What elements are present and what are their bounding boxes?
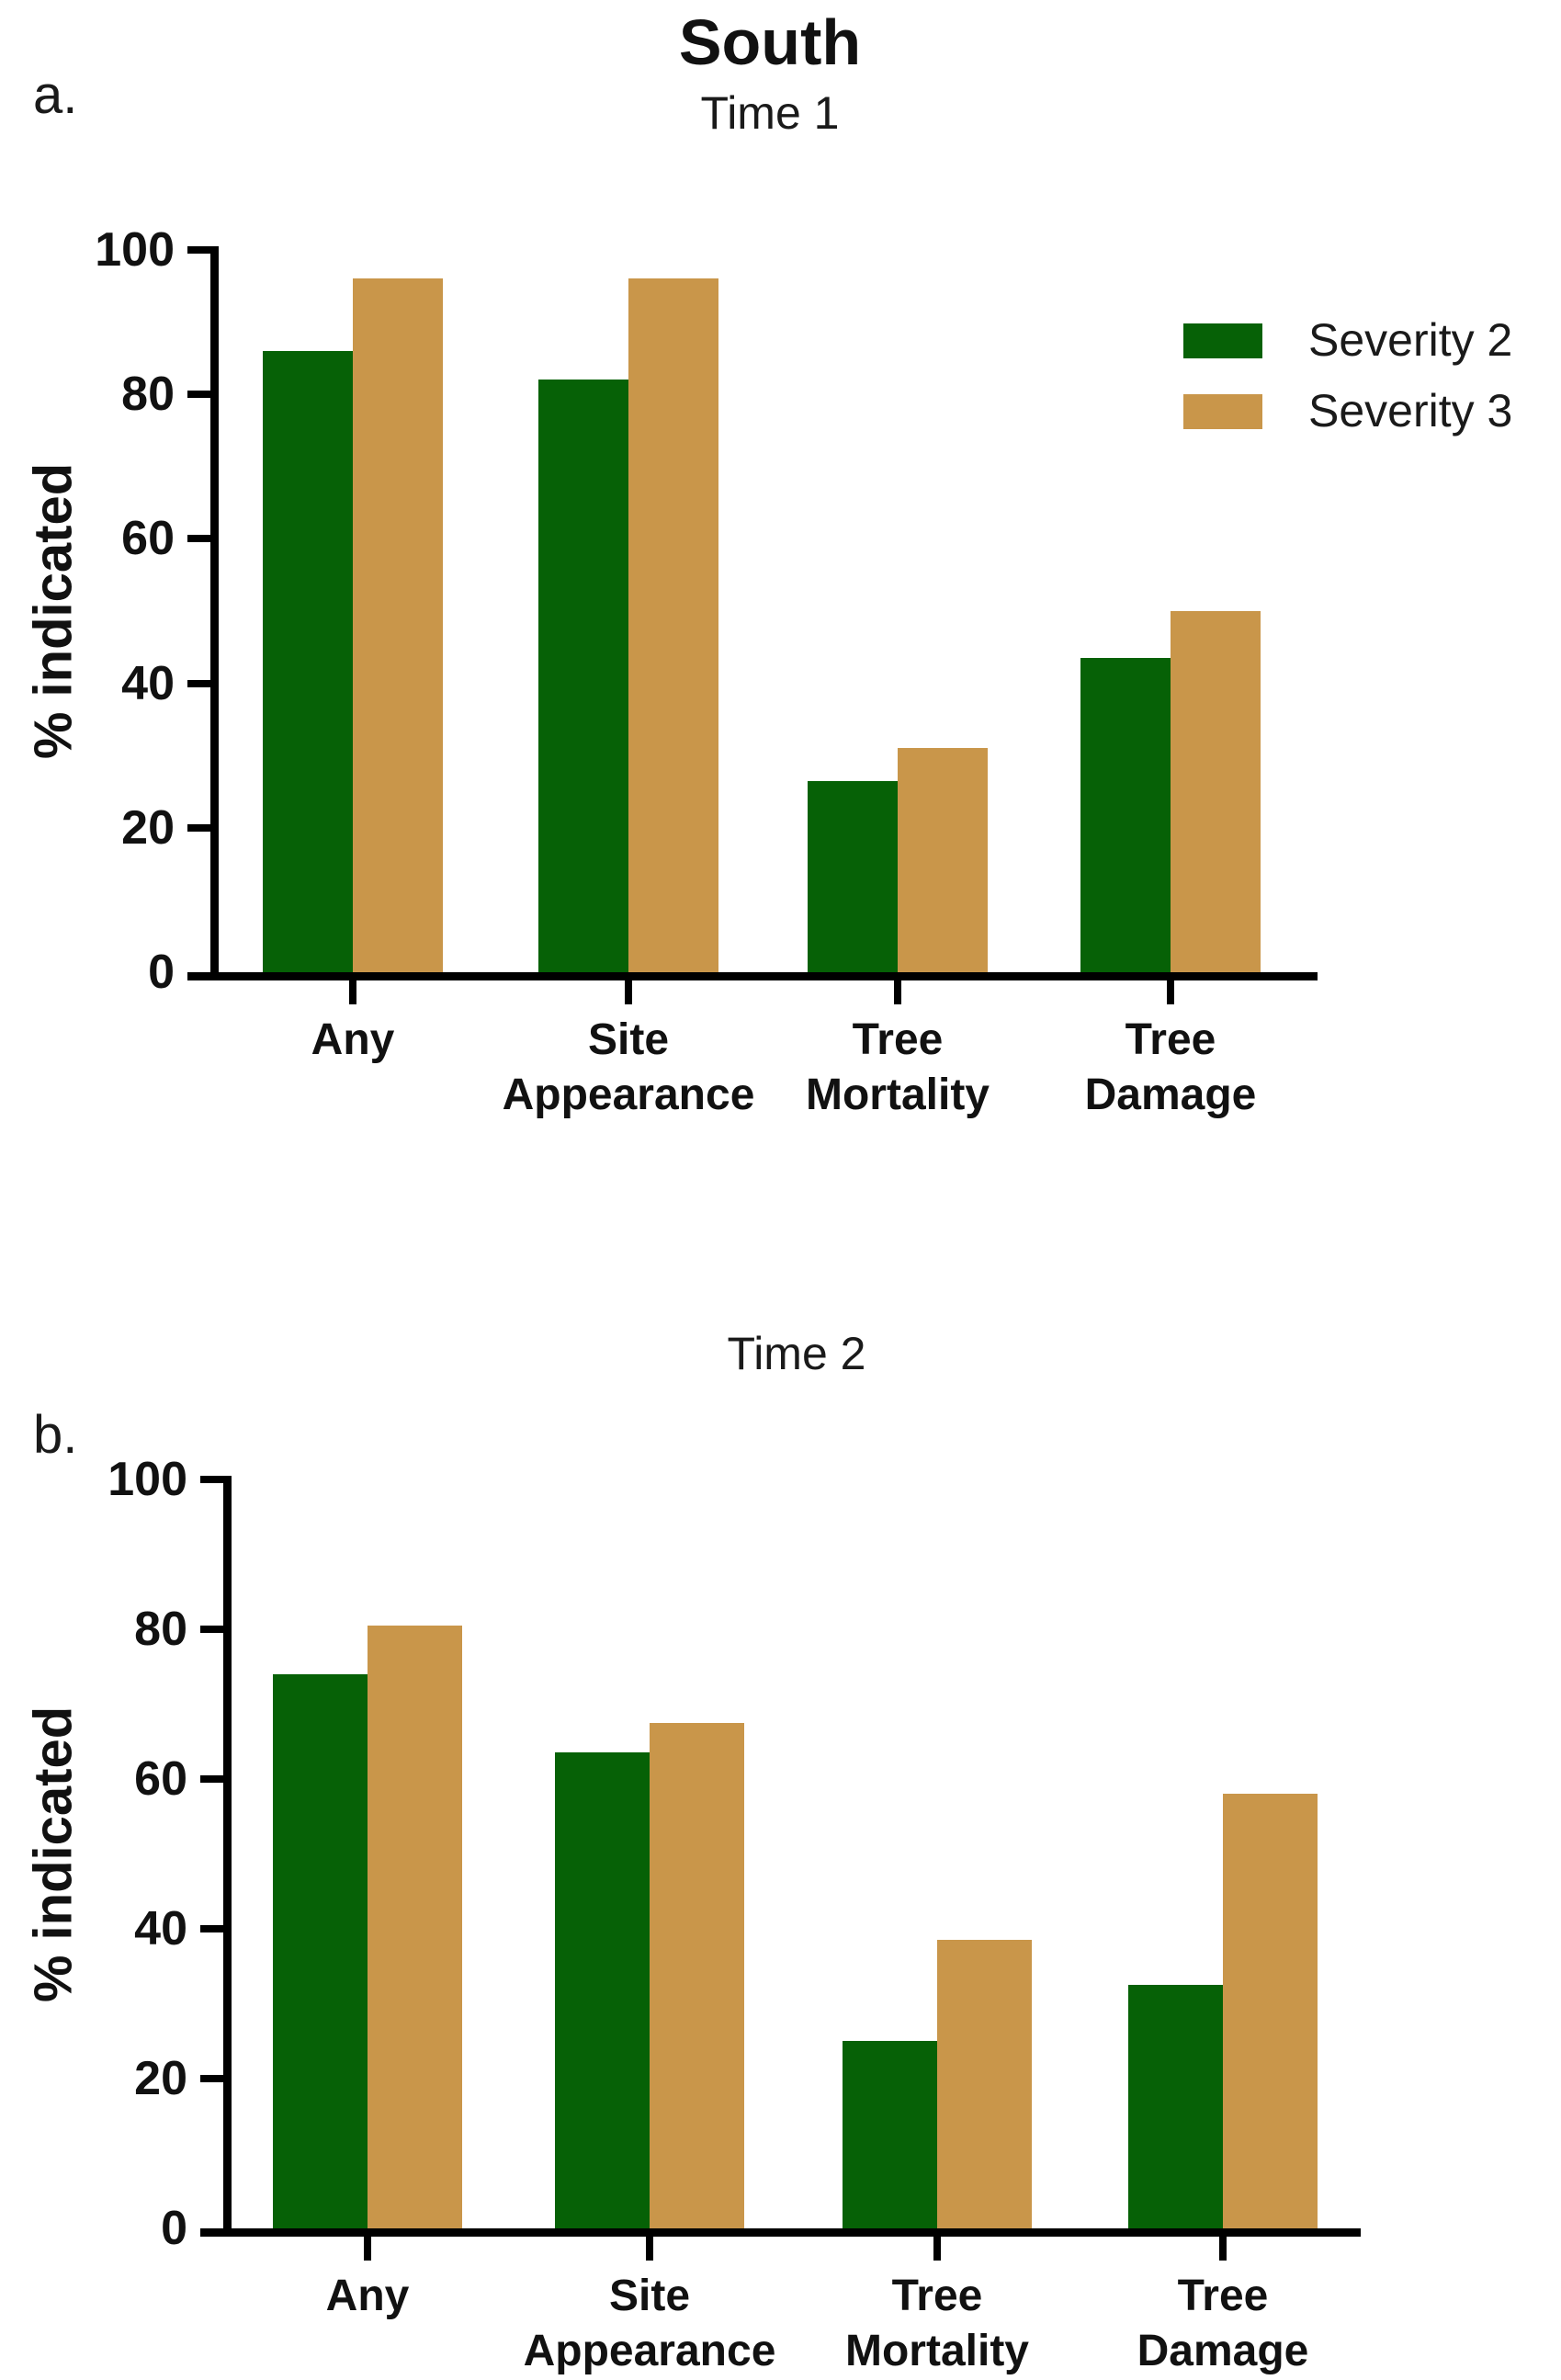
bar-severity-3-tree-damage [1223,1794,1318,2228]
y-tick [187,535,210,543]
chart-b-subtitle: Time 2 [727,1328,866,1379]
y-tick [187,679,210,687]
y-tick-label: 0 [161,2202,187,2255]
bar-severity-2-site-appearance [555,1752,650,2228]
y-tick [187,823,210,832]
bar-severity-2-tree-mortality [843,2041,937,2228]
panel-a-label: a. [33,65,78,125]
legend-swatch-severity-2 [1183,323,1262,358]
x-tick [933,2237,941,2261]
category-label: Tree Damage [1137,2272,1309,2375]
category-label: Any [325,2272,410,2320]
category-label: Tree Mortality [844,2272,1029,2375]
x-tick [894,980,901,1004]
bar-severity-3-site-appearance [650,1722,744,2228]
category-label: Tree Damage [1084,1015,1257,1119]
y-tick-label: 40 [134,1902,187,1955]
bar-severity-3-tree-mortality [937,1940,1032,2228]
y-tick-label: 60 [134,1752,187,1806]
legend-label: Severity 2 [1308,314,1513,366]
legend-label: Severity 3 [1308,385,1513,436]
y-tick [187,391,210,399]
bar-severity-2-tree-damage [1128,1985,1223,2228]
y-tick [200,2075,223,2082]
y-tick-label: 0 [148,946,175,999]
bar-severity-3-any [353,278,443,972]
y-tick-label: 80 [121,368,175,422]
y-tick-label: 100 [95,223,175,277]
y-tick-label: 20 [134,2052,187,2105]
bar-severity-3-site-appearance [628,278,718,972]
legend-swatch-severity-3 [1183,394,1262,429]
y-tick [187,246,210,254]
y-tick [200,1925,223,1932]
x-tick [364,2237,371,2261]
bar-severity-3-any [368,1625,462,2228]
y-tick-label: 40 [121,656,175,710]
category-label: Site Appearance [502,1015,755,1119]
x-tick [625,980,632,1004]
bar-severity-2-any [273,1673,368,2228]
x-tick [1167,980,1174,1004]
x-axis-line [200,2228,1361,2237]
category-label: Site Appearance [523,2272,776,2375]
y-tick-label: 100 [107,1453,187,1506]
bar-severity-2-any [263,351,353,972]
bar-severity-2-site-appearance [538,380,628,972]
chart-a-subtitle: Time 1 [700,87,840,139]
bar-severity-3-tree-damage [1171,611,1261,972]
y-tick-label: 80 [134,1603,187,1656]
x-tick [646,2237,653,2261]
x-tick [349,980,356,1004]
x-axis-line [187,972,1318,980]
category-label: Any [311,1015,395,1064]
y-tick-label: 20 [121,800,175,855]
y-axis-line [210,246,219,980]
y-tick-label: 60 [121,512,175,566]
y-tick [200,1476,223,1483]
y-tick [200,1626,223,1633]
figure-title: South [678,6,862,78]
y-tick [200,1775,223,1783]
x-tick [1219,2237,1227,2261]
category-label: Tree Mortality [805,1015,990,1119]
bar-severity-3-tree-mortality [898,748,988,972]
bar-severity-2-tree-mortality [808,780,898,972]
panel-b-label: b. [33,1405,78,1465]
y-axis-line [223,1476,232,2237]
bar-severity-2-tree-damage [1080,658,1171,972]
